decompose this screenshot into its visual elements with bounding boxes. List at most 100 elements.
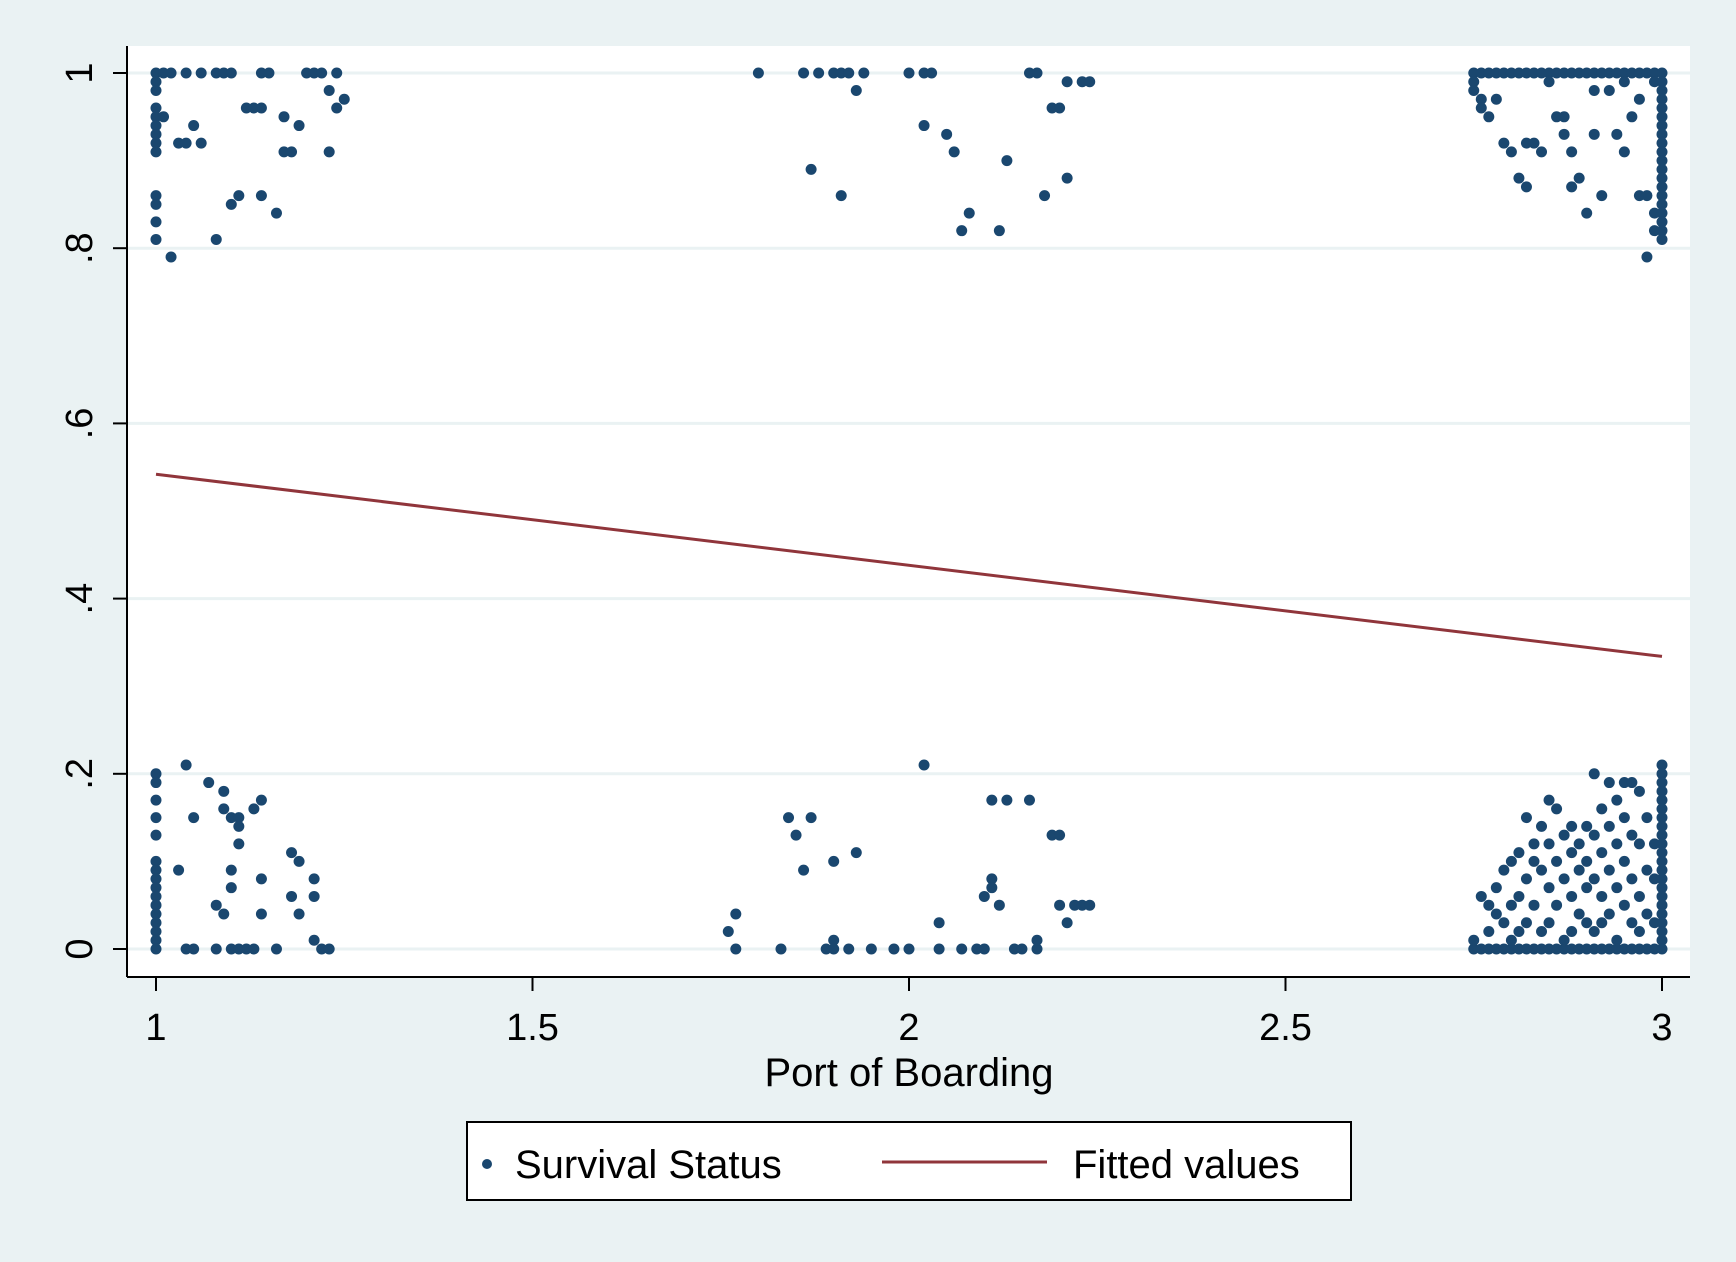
- data-point: [1641, 190, 1653, 202]
- data-point: [1505, 943, 1517, 955]
- data-point: [1084, 76, 1096, 88]
- data-point: [858, 67, 870, 79]
- data-point: [1633, 838, 1645, 850]
- data-point: [1558, 111, 1570, 123]
- data-point: [331, 67, 343, 79]
- data-point: [828, 943, 840, 955]
- data-point: [150, 146, 162, 158]
- data-point: [1641, 251, 1653, 263]
- data-point: [293, 855, 305, 867]
- data-point: [1543, 917, 1555, 929]
- data-point: [1520, 181, 1532, 193]
- data-point: [1573, 943, 1585, 955]
- data-point: [158, 67, 170, 79]
- data-point: [1543, 943, 1555, 955]
- data-point: [1558, 934, 1570, 946]
- data-point: [1483, 67, 1495, 79]
- data-point: [1641, 908, 1653, 920]
- data-point: [903, 943, 915, 955]
- data-point: [1076, 76, 1088, 88]
- data-point: [918, 67, 930, 79]
- data-point: [1468, 67, 1480, 79]
- data-point: [1618, 67, 1630, 79]
- data-point: [1588, 67, 1600, 79]
- data-point: [180, 137, 192, 149]
- data-point: [1528, 137, 1540, 149]
- data-point: [1603, 943, 1615, 955]
- fitted-values-line: [155, 472, 1663, 658]
- data-point: [225, 882, 237, 894]
- data-point: [1536, 820, 1548, 832]
- x-tick-label: 2.5: [1259, 1007, 1312, 1049]
- data-point: [1573, 864, 1585, 876]
- data-point: [1656, 899, 1668, 911]
- data-point: [1656, 917, 1668, 929]
- data-point: [150, 864, 162, 876]
- data-point: [1648, 76, 1660, 88]
- data-point: [1543, 76, 1555, 88]
- data-point: [783, 812, 795, 824]
- data-point: [218, 785, 230, 797]
- data-point: [1483, 925, 1495, 937]
- data-point: [1641, 67, 1653, 79]
- data-point: [1641, 943, 1653, 955]
- data-point: [233, 838, 245, 850]
- data-point: [210, 67, 222, 79]
- data-point: [278, 146, 290, 158]
- data-point: [1551, 899, 1563, 911]
- data-point: [1498, 917, 1510, 929]
- data-point: [1581, 943, 1593, 955]
- data-point: [1468, 85, 1480, 97]
- data-point: [1603, 908, 1615, 920]
- data-point: [1633, 190, 1645, 202]
- data-points: [150, 67, 1668, 955]
- data-point: [1536, 864, 1548, 876]
- data-point: [1656, 890, 1668, 902]
- data-point: [1468, 934, 1480, 946]
- data-point: [218, 803, 230, 815]
- y-tick-label: 1: [59, 62, 101, 83]
- data-point: [1536, 925, 1548, 937]
- data-point: [1566, 890, 1578, 902]
- data-point: [1656, 111, 1668, 123]
- data-point: [1648, 225, 1660, 237]
- data-point: [1520, 917, 1532, 929]
- data-point: [308, 934, 320, 946]
- data-point: [180, 759, 192, 771]
- data-point: [1475, 890, 1487, 902]
- data-point: [150, 934, 162, 946]
- data-point: [1566, 820, 1578, 832]
- data-point: [218, 67, 230, 79]
- data-point: [1588, 829, 1600, 841]
- data-point: [1513, 67, 1525, 79]
- data-point: [888, 943, 900, 955]
- data-point: [188, 812, 200, 824]
- data-point: [993, 899, 1005, 911]
- data-point: [150, 67, 162, 79]
- data-point: [1551, 111, 1563, 123]
- data-point: [986, 882, 998, 894]
- data-point: [150, 890, 162, 902]
- data-point: [173, 864, 185, 876]
- data-point: [1626, 829, 1638, 841]
- data-point: [918, 759, 930, 771]
- y-tick-label: .6: [59, 408, 101, 440]
- data-point: [1023, 794, 1035, 806]
- data-point: [1551, 855, 1563, 867]
- data-point: [195, 67, 207, 79]
- data-point: [1626, 943, 1638, 955]
- data-point: [255, 873, 267, 885]
- data-point: [1656, 794, 1668, 806]
- data-point: [1528, 855, 1540, 867]
- data-point: [1611, 838, 1623, 850]
- data-point: [323, 146, 335, 158]
- data-point: [188, 943, 200, 955]
- legend-label-survival-status: Survival Status: [515, 1143, 782, 1187]
- data-point: [978, 943, 990, 955]
- data-point: [1558, 128, 1570, 140]
- data-point: [956, 943, 968, 955]
- data-point: [150, 855, 162, 867]
- data-point: [1618, 943, 1630, 955]
- data-point: [233, 190, 245, 202]
- data-point: [240, 943, 252, 955]
